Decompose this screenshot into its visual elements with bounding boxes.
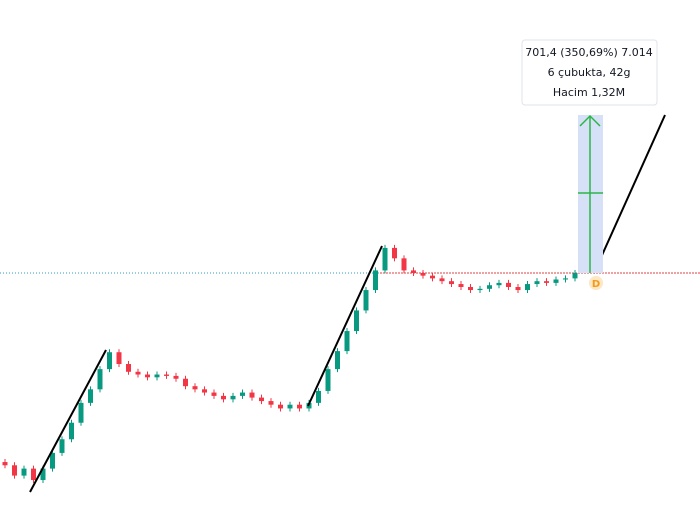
candle-body <box>202 389 207 393</box>
candle-body <box>116 352 122 365</box>
candle-body <box>21 468 27 476</box>
candle-body <box>430 275 435 279</box>
candle-body <box>249 392 255 398</box>
candle-body <box>31 468 36 481</box>
candle-body <box>344 331 350 352</box>
candle-body <box>88 389 93 403</box>
tooltip-box <box>521 39 658 106</box>
candle-body <box>439 278 445 282</box>
trend-lines <box>29 114 666 493</box>
candle-body <box>354 310 359 332</box>
candle-body <box>572 272 578 279</box>
measure-arrow <box>578 114 603 273</box>
candle-body <box>506 282 511 288</box>
candle-body <box>230 395 236 400</box>
candle-body <box>401 258 407 271</box>
candle-body <box>50 452 55 469</box>
candle-body <box>553 279 559 283</box>
candle-body <box>420 272 426 276</box>
candle-body <box>12 465 17 476</box>
candle-body <box>392 247 397 259</box>
candle-body <box>287 404 293 409</box>
candle-body <box>297 404 302 409</box>
candle-body <box>59 439 65 453</box>
marker: D <box>592 279 600 290</box>
tooltip-line: Hacim 1,32M <box>553 86 625 99</box>
candle-body <box>544 281 549 283</box>
candle-body <box>325 369 331 391</box>
trend-line <box>593 114 666 274</box>
tooltip: 701,4 (350,69%) 7.014 6 çubukta, 42g Hac… <box>521 39 658 106</box>
marker-bg <box>589 276 603 290</box>
tooltip-line: 701,4 (350,69%) 7.014 <box>525 46 653 59</box>
tooltip-line: 6 çubukta, 42g <box>548 66 631 79</box>
candle-body <box>449 281 454 285</box>
candle-body <box>411 270 416 273</box>
candle-body <box>78 402 84 423</box>
candle-body <box>382 247 388 271</box>
candle-body <box>2 462 8 466</box>
candle-body <box>97 369 103 390</box>
candle-body <box>525 284 530 291</box>
candle-body <box>240 392 245 396</box>
candle-body <box>107 352 112 370</box>
candle-body <box>458 284 464 288</box>
candle-body <box>211 392 217 396</box>
candle-body <box>221 395 226 400</box>
candle-body <box>534 281 540 285</box>
candle-body <box>278 404 283 409</box>
candle-body <box>468 287 473 291</box>
candle-body <box>40 468 46 481</box>
candle-body <box>192 386 198 390</box>
trend-line <box>29 349 107 493</box>
candle-body <box>496 282 502 286</box>
candle-body <box>373 270 378 291</box>
candle-body <box>316 390 321 403</box>
candle-body <box>515 287 521 291</box>
candle-body <box>363 290 369 311</box>
candle-body <box>126 364 131 372</box>
candle-body <box>69 422 74 440</box>
candle-body <box>135 371 141 375</box>
candle-body <box>477 288 483 291</box>
candle-body <box>335 351 340 370</box>
candle-body <box>563 278 568 280</box>
candle-body <box>259 397 264 402</box>
candles <box>2 244 578 484</box>
candle-body <box>164 374 169 376</box>
trend-line <box>307 245 383 407</box>
candle-body <box>268 401 274 405</box>
candle-body <box>145 374 150 378</box>
candle-body <box>154 374 160 378</box>
candle-body <box>487 285 492 289</box>
candle-body <box>173 375 179 379</box>
candle-body <box>183 378 188 387</box>
